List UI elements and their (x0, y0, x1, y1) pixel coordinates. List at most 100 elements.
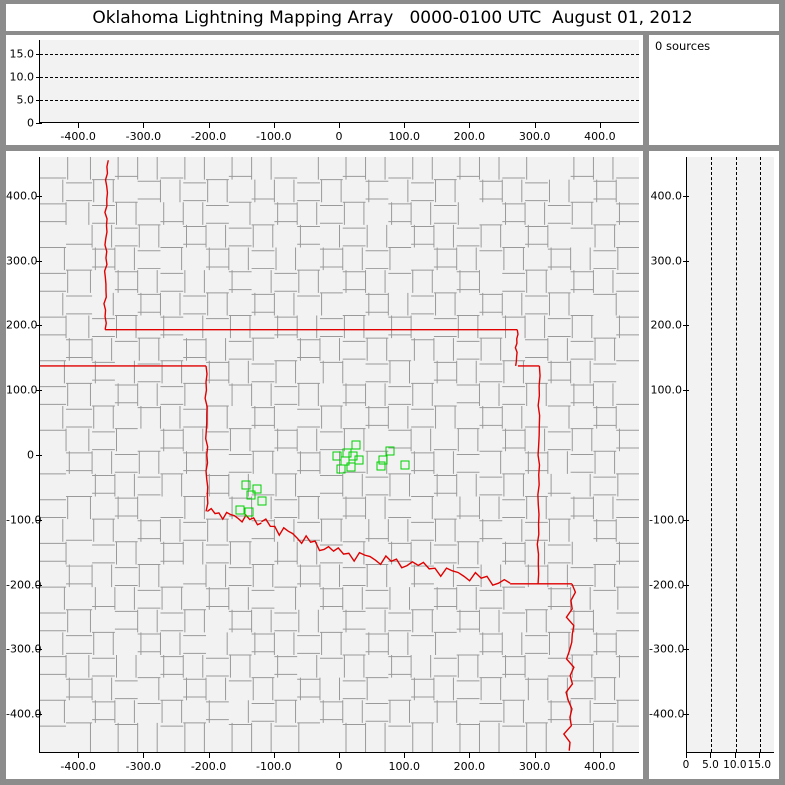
x-axis-tick-mark (78, 123, 80, 128)
county-borders (40, 157, 639, 752)
lma-source-marker (376, 461, 386, 471)
x-axis-tick-label: 300.0 (518, 760, 551, 773)
lma-source-marker (354, 455, 364, 465)
x-axis-tick-label: -200.0 (190, 130, 227, 143)
lma-source-marker (385, 446, 395, 456)
y-axis-tick-mark (36, 99, 42, 101)
x-axis-tick-label: 15.0 (747, 759, 772, 771)
x-axis-tick-mark (686, 753, 687, 758)
x-axis-tick-label: 200.0 (453, 760, 486, 773)
y-axis-tick-label: 10.0 (9, 70, 35, 84)
altitude-vs-east-data-layer (40, 40, 639, 122)
x-axis-tick-mark (143, 123, 145, 128)
x-axis-tick-label: -100.0 (256, 130, 292, 143)
x-axis-tick-mark (469, 123, 471, 128)
lma-source-marker (348, 451, 358, 461)
y-axis-tick-label: 200.0 (6, 318, 38, 332)
y-axis-tick-mark (36, 123, 42, 124)
gridline-horizontal (40, 76, 639, 78)
x-axis-tick-mark (710, 753, 712, 758)
y-axis-tick-mark (36, 390, 42, 392)
y-axis-tick-mark (683, 584, 689, 586)
sources-count-label: 0 sources (655, 39, 711, 53)
x-axis-tick-mark (404, 123, 406, 128)
altitude-vs-north-plot-area[interactable] (686, 157, 774, 753)
y-axis-tick-mark (683, 325, 689, 327)
lma-source-marker (241, 480, 251, 490)
x-axis-tick-mark (78, 753, 80, 758)
gridline-horizontal (40, 99, 639, 101)
lma-source-marker (378, 455, 388, 465)
x-axis-tick-label: 200.0 (453, 130, 486, 143)
y-axis-tick-mark (683, 649, 689, 651)
x-axis-tick-mark (143, 753, 145, 758)
x-axis-tick-mark (208, 753, 210, 758)
y-axis-tick-label: 15.0 (9, 47, 35, 61)
x-axis-tick-label: -200.0 (190, 760, 227, 773)
y-axis-tick-mark (36, 325, 42, 327)
x-axis-tick-mark (734, 753, 736, 758)
y-axis-tick-label: 100.0 (650, 383, 683, 397)
x-axis-tick-label: 100.0 (388, 760, 420, 773)
lma-source-marker (351, 440, 361, 450)
y-axis-tick-label: 400.0 (650, 189, 683, 203)
y-axis-tick-mark (683, 260, 689, 262)
x-axis-tick-mark (534, 753, 536, 758)
y-axis-tick-mark (36, 76, 42, 78)
plan-view-map-plot-area[interactable] (39, 157, 639, 753)
title-bar: Oklahoma Lightning Mapping Array 0000-01… (6, 4, 779, 31)
x-axis-tick-mark (339, 753, 340, 758)
y-axis-tick-label: -300.0 (649, 642, 685, 656)
y-axis-tick-label: 5.0 (16, 93, 35, 107)
altitude-vs-east-plot-area[interactable] (39, 40, 639, 123)
page-title: Oklahoma Lightning Mapping Array 0000-01… (92, 7, 693, 28)
y-axis-tick-label: -200.0 (6, 578, 42, 592)
altitude-vs-east-panel[interactable]: 0 5.0 10.0 15.0 -400.0 -300.0 -200.0 -100.0 0 100… (6, 35, 643, 145)
y-axis-tick-mark (36, 584, 42, 586)
x-axis-tick-mark (404, 753, 406, 758)
y-axis-tick-label: 300.0 (6, 254, 38, 268)
x-axis-tick-mark (273, 753, 275, 758)
x-axis-tick-mark (273, 123, 275, 128)
y-axis-tick-label: 200.0 (650, 318, 683, 332)
y-axis-tick-label: 0 (27, 116, 34, 130)
plan-view-map-panel[interactable]: -400.0 -300.0 -200.0 -100.0 0 100.0 200.0 300.0… (6, 151, 643, 779)
y-axis-tick-label: -300.0 (6, 642, 42, 656)
gridline-vertical (711, 157, 713, 752)
x-axis-tick-label: -100.0 (256, 760, 292, 773)
y-axis-tick-mark (36, 53, 42, 55)
x-axis-tick-mark (599, 123, 601, 128)
x-axis-tick-mark (759, 753, 761, 758)
y-axis-tick-label: -400.0 (6, 707, 42, 721)
y-axis-tick-mark (36, 195, 42, 197)
x-axis-tick-mark (339, 123, 340, 128)
y-axis-tick-mark (683, 195, 689, 197)
lma-source-marker (246, 490, 256, 500)
lma-source-marker (336, 464, 346, 474)
y-axis-tick-label: 0 (27, 448, 34, 462)
y-axis-tick-mark (683, 714, 689, 716)
state-borders (40, 160, 577, 751)
altitude-vs-north-panel[interactable]: -400.0 -300.0 -200.0 -100.0 100.0 200.0 300.0 4… (649, 151, 779, 779)
y-axis-tick-label: -100.0 (649, 513, 685, 527)
lma-source-marker (400, 460, 410, 470)
x-axis-tick-label: -400.0 (60, 130, 96, 143)
y-axis-tick-mark (683, 390, 689, 392)
x-axis-tick-label: -300.0 (125, 760, 162, 773)
x-axis-tick-label: 0 (335, 130, 343, 143)
y-axis-tick-mark (36, 649, 42, 651)
lma-source-marker (257, 496, 267, 506)
y-axis-tick-mark (36, 714, 42, 716)
x-axis-tick-label: 5.0 (702, 759, 719, 771)
lma-source-marker (252, 484, 262, 494)
y-axis-tick-label: 100.0 (6, 383, 38, 397)
lma-source-marker (244, 507, 254, 517)
x-axis-tick-label: 300.0 (518, 130, 551, 143)
y-axis-tick-label: 300.0 (650, 254, 683, 268)
map-geography-layer (40, 157, 639, 752)
y-axis-tick-label: -100.0 (6, 513, 42, 527)
gridline-vertical (735, 157, 737, 752)
x-axis-tick-label: -300.0 (125, 130, 162, 143)
x-axis-tick-label: 100.0 (388, 130, 420, 143)
